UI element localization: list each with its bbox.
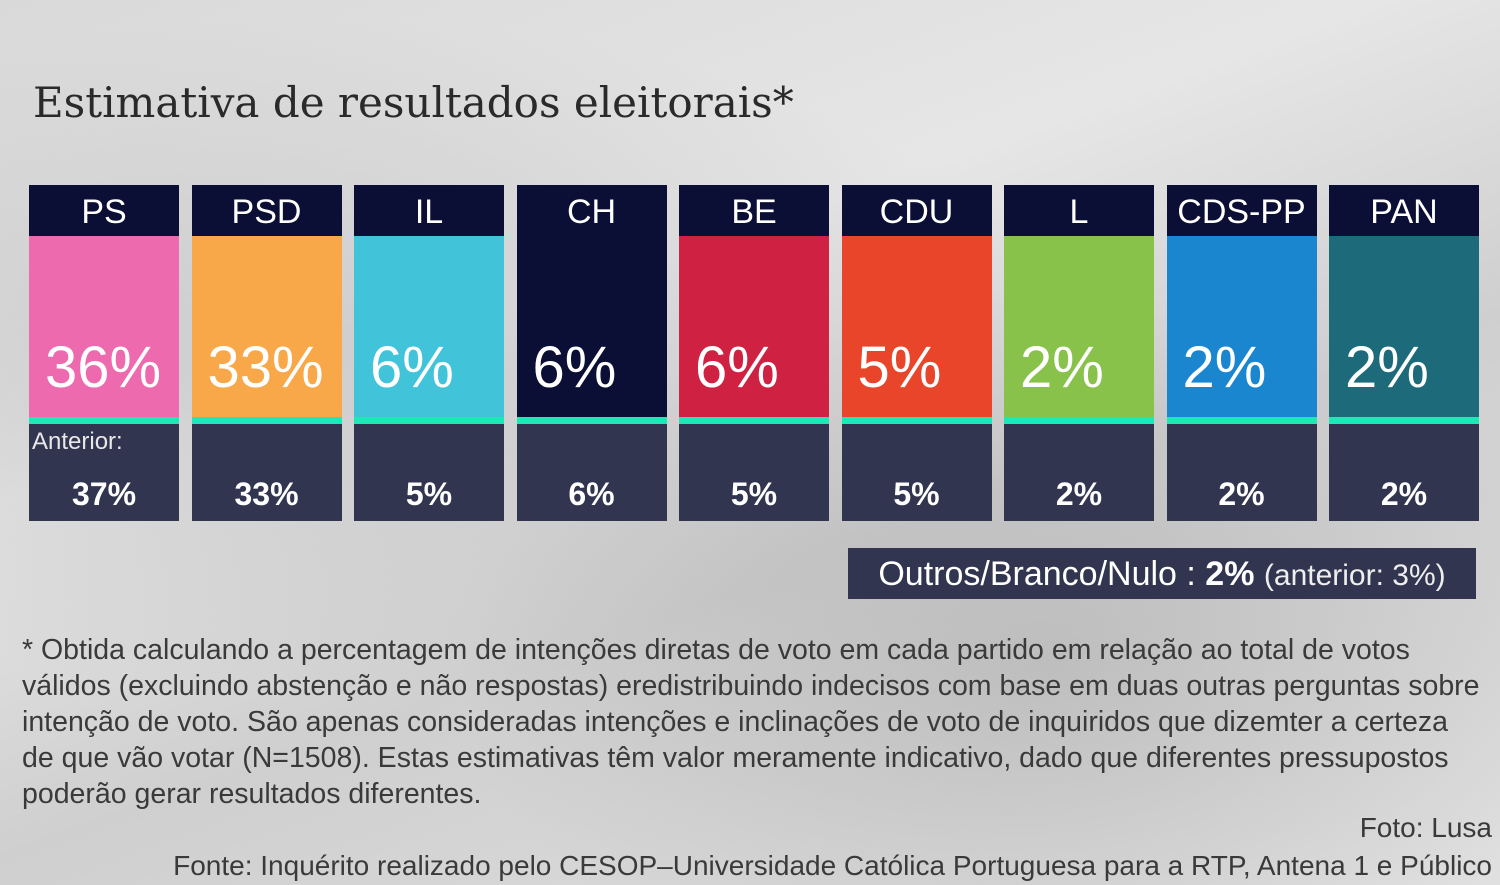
party-bar: 33%: [191, 236, 342, 417]
footnote: * Obtida calculando a percentagem de int…: [22, 634, 1480, 810]
party-value-label: 5%: [857, 335, 942, 400]
previous-value-label: 2%: [1380, 476, 1428, 512]
party-card: PAN 2% 2%: [1329, 185, 1479, 521]
previous-box: 2%: [1004, 424, 1154, 521]
party-bar: 6%: [516, 236, 667, 417]
party-value-label: 6%: [370, 335, 454, 400]
party-value-label: 2%: [1345, 335, 1429, 400]
previous-box: 5%: [841, 424, 992, 521]
source: Fonte: Inquérito realizado pelo CESOP–Un…: [173, 850, 1492, 881]
party-name: CDU: [841, 185, 992, 236]
previous-value-label: 33%: [234, 476, 299, 512]
previous-value-label: 37%: [71, 476, 137, 512]
party-card: CDS-PP 2% 2%: [1166, 185, 1317, 521]
party-card: IL 6% 5%: [354, 185, 504, 521]
party-value-label: 36%: [45, 335, 162, 400]
party-value-label: 2%: [1182, 335, 1267, 400]
party-bar: 5%: [841, 236, 992, 417]
previous-value-label: 2%: [1218, 476, 1265, 512]
party-bar: 2%: [1329, 236, 1479, 417]
party-value-label: 6%: [695, 335, 779, 400]
party-value-label: 33%: [207, 335, 324, 400]
divider: [1329, 417, 1479, 424]
previous-value-label: 6%: [568, 476, 615, 512]
divider: [841, 417, 992, 424]
previous-box: 6%: [516, 424, 667, 521]
previous-box: 5%: [354, 424, 504, 521]
chart-title: Estimativa de resultados eleitorais*: [33, 78, 794, 127]
others-label: Outros/Branco/Nulo :: [878, 555, 1196, 593]
previous-value-label: 5%: [893, 476, 940, 512]
previous-value-label: 2%: [1055, 476, 1103, 512]
photo-credit: Foto: Lusa: [1359, 812, 1492, 843]
party-bar: 6%: [679, 236, 829, 417]
previous-value-label: 5%: [730, 476, 778, 512]
party-value-label: 6%: [532, 335, 617, 400]
others-box: Outros/Branco/Nulo : 2% (anterior: 3%): [848, 548, 1476, 599]
party-bar: 36%: [29, 236, 179, 417]
previous-box: 33%: [191, 424, 342, 521]
party-card: CDU 5% 5%: [841, 185, 992, 521]
divider: [516, 417, 667, 424]
previous-box: Anterior: 37%: [29, 424, 179, 521]
previous-box: 5%: [679, 424, 829, 521]
party-bar: 6%: [354, 236, 504, 417]
party-name: IL: [354, 185, 504, 236]
previous-box: 2%: [1166, 424, 1317, 521]
others-previous: (anterior: 3%): [1263, 559, 1446, 592]
party-name: L: [1004, 185, 1154, 236]
party-card: CH 6% 6%: [516, 185, 667, 521]
divider: [29, 417, 179, 424]
divider: [191, 417, 342, 424]
party-name: BE: [679, 185, 829, 236]
party-value-label: 2%: [1020, 335, 1104, 400]
previous-box: 2%: [1329, 424, 1479, 521]
party-bar: 2%: [1004, 236, 1154, 417]
party-card: PS 36% Anterior: 37%: [29, 185, 179, 521]
party-bar: 2%: [1166, 236, 1317, 417]
party-name: PAN: [1329, 185, 1479, 236]
others-value: 2%: [1205, 555, 1255, 593]
party-card: L 2% 2%: [1004, 185, 1154, 521]
divider: [1004, 417, 1154, 424]
previous-label: Anterior:: [32, 428, 123, 455]
party-name: CDS-PP: [1166, 185, 1317, 236]
party-card: PSD 33% 33%: [191, 185, 342, 521]
party-card: BE 6% 5%: [679, 185, 829, 521]
party-name: CH: [516, 185, 667, 236]
party-name: PSD: [191, 185, 342, 236]
divider: [679, 417, 829, 424]
divider: [1166, 417, 1317, 424]
previous-value-label: 5%: [405, 476, 453, 512]
party-name: PS: [29, 185, 179, 236]
divider: [354, 417, 504, 424]
